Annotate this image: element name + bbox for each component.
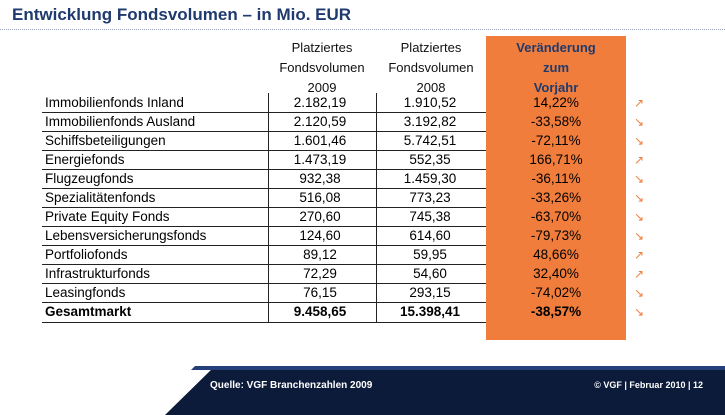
fund-name: Energiefonds	[45, 152, 125, 167]
change-value: 166,71%	[529, 152, 583, 167]
header-2009-line2: Fondsvolumen	[279, 60, 365, 75]
value-2008: 614,60	[409, 228, 451, 243]
fund-name: Lebensversicherungsfonds	[45, 228, 207, 243]
value-2009: 270,60	[299, 209, 341, 224]
title-divider	[0, 29, 725, 30]
page-title: Entwicklung Fondsvolumen – in Mio. EUR	[12, 5, 352, 24]
fund-name: Immobilienfonds Inland	[45, 95, 184, 110]
table-row: Infrastrukturfonds 72,29 54,60 32,40%	[42, 264, 579, 284]
trend-down-icon: ↘	[633, 172, 645, 186]
header-2009-line1: Platziertes	[291, 40, 353, 55]
table-row: Lebensversicherungsfonds 124,60 614,60 -79,…	[42, 226, 581, 246]
value-2009: 76,15	[303, 285, 337, 300]
value-2008: 552,35	[409, 152, 451, 167]
trend-down-icon: ↘	[633, 229, 645, 243]
header-2008: Platziertes Fondsvolumen 2008	[376, 38, 486, 98]
table-row: Leasingfonds 76,15 293,15 -74,02%	[42, 283, 581, 303]
fund-name: Schiffsbeteiligungen	[45, 133, 166, 148]
fund-name: Private Equity Fonds	[45, 209, 170, 224]
change-value: 32,40%	[533, 266, 579, 281]
total-row: Gesamtmarkt 9.458,65 15.398,41 -38,57%	[42, 302, 581, 321]
column-divider	[268, 93, 269, 323]
change-value: -74,02%	[530, 285, 582, 300]
table-row: Private Equity Fonds 270,60 745,38 -63,70%	[42, 207, 581, 227]
fund-name: Gesamtmarkt	[45, 304, 132, 319]
table-row: Flugzeugfonds 932,38 1.459,30 -36,11%	[42, 169, 581, 189]
value-2009: 932,38	[299, 171, 341, 186]
header-change: Veränderung zum Vorjahr	[486, 38, 626, 98]
header-change-line2: zum	[543, 60, 569, 75]
table-row: Energiefonds 1.473,19 552,35 166,71%	[42, 150, 583, 170]
value-2009: 89,12	[303, 247, 337, 262]
change-value: 14,22%	[533, 95, 579, 110]
trend-down-icon: ↘	[633, 115, 645, 129]
value-2008: 773,23	[409, 190, 451, 205]
table-row: Immobilienfonds Ausland 2.120,59 3.192,82 -…	[42, 112, 581, 132]
fund-name: Infrastrukturfonds	[45, 266, 151, 281]
change-value: -72,11%	[531, 133, 581, 148]
trend-down-icon: ↘	[633, 210, 645, 224]
change-value: -33,58%	[530, 114, 582, 129]
value-2008: 745,38	[409, 209, 451, 224]
change-value: -38,57%	[530, 304, 582, 319]
trend-up-icon: ↗	[633, 248, 645, 262]
table-row: Immobilienfonds Inland 2.182,19 1.910,52 14…	[42, 93, 579, 113]
header-change-line1: Veränderung	[516, 40, 596, 55]
footer-decoration	[0, 360, 725, 415]
trend-down-icon: ↘	[633, 134, 645, 148]
fund-name: Immobilienfonds Ausland	[45, 114, 196, 129]
fund-name: Leasingfonds	[45, 285, 126, 300]
value-2008: 293,15	[409, 285, 451, 300]
trend-down-icon: ↘	[633, 305, 645, 319]
value-2008: 59,95	[413, 247, 447, 262]
value-2009: 1.473,19	[293, 152, 347, 167]
value-2008: 3.192,82	[403, 114, 457, 129]
header-2008-line3: 2008	[416, 80, 446, 95]
value-2009: 9.458,65	[293, 304, 347, 319]
header-2008-line1: Platziertes	[400, 40, 462, 55]
header-change-line3: Vorjahr	[533, 80, 579, 95]
fund-name: Flugzeugfonds	[45, 171, 134, 186]
table-row: Schiffsbeteiligungen 1.601,46 5.742,51 -72,…	[42, 131, 581, 151]
value-2009: 72,29	[303, 266, 337, 281]
table-row: Spezialitätenfonds 516,08 773,23 -33,26%	[42, 188, 581, 208]
table-row: Portfoliofonds 89,12 59,95 48,66%	[42, 245, 579, 265]
value-2009: 516,08	[299, 190, 341, 205]
footer-source: Quelle: VGF Branchenzahlen 2009	[210, 380, 373, 391]
fund-name: Spezialitätenfonds	[45, 190, 156, 205]
change-value: -33,26%	[530, 190, 582, 205]
value-2008: 15.398,41	[399, 304, 461, 319]
value-2008: 5.742,51	[403, 133, 457, 148]
change-value: 48,66%	[533, 247, 579, 262]
change-value: -36,11%	[531, 171, 581, 186]
change-value: -63,70%	[530, 209, 582, 224]
value-2009: 2.182,19	[293, 95, 347, 110]
trend-up-icon: ↗	[633, 153, 645, 167]
value-2009: 1.601,46	[293, 133, 347, 148]
table-bottom-rule	[42, 322, 486, 323]
trend-down-icon: ↘	[633, 191, 645, 205]
value-2009: 124,60	[299, 228, 341, 243]
trend-down-icon: ↘	[633, 286, 645, 300]
change-value: -79,73%	[530, 228, 582, 243]
footer-copyright: © VGF | Februar 2010 | 12	[594, 380, 703, 390]
change-column-highlight	[486, 36, 626, 340]
header-2008-line2: Fondsvolumen	[388, 60, 474, 75]
fund-name: Portfoliofonds	[45, 247, 128, 262]
header-2009-line3: 2009	[307, 80, 337, 95]
header-2009: Platziertes Fondsvolumen 2009	[268, 38, 376, 98]
trend-up-icon: ↗	[633, 267, 645, 281]
column-divider	[376, 93, 377, 323]
trend-up-icon: ↗	[633, 96, 645, 110]
value-2008: 1.910,52	[403, 95, 457, 110]
value-2008: 54,60	[413, 266, 447, 281]
value-2008: 1.459,30	[403, 171, 457, 186]
value-2009: 2.120,59	[293, 114, 347, 129]
